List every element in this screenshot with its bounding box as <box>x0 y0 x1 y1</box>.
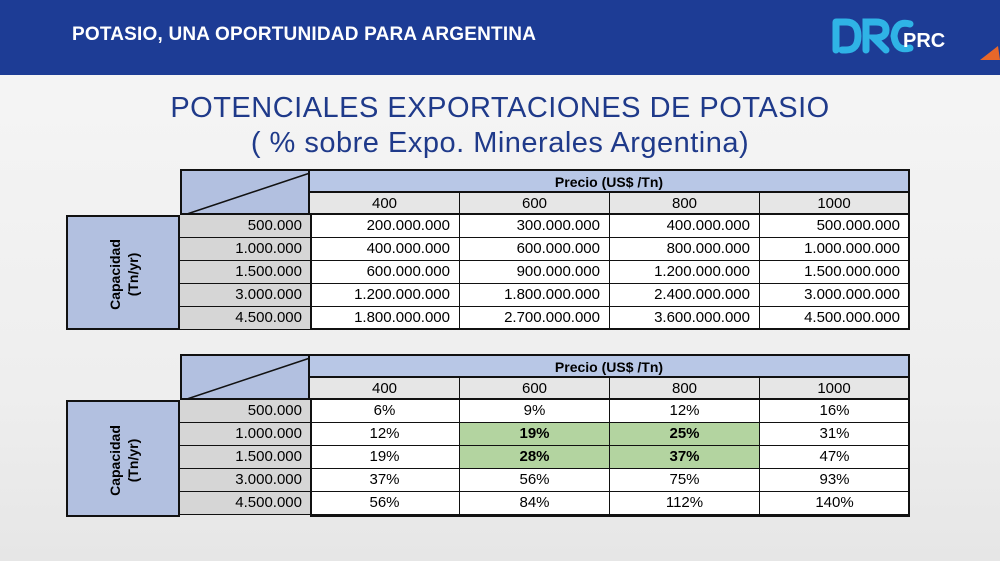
percent-cell-highlighted: 25% <box>610 423 760 446</box>
price-column-header: 400 <box>310 193 460 215</box>
capacity-label-line2: (Tn/yr) <box>125 439 141 483</box>
price-column-header: 800 <box>610 378 760 400</box>
price-column-header: 600 <box>460 378 610 400</box>
value-cell: 1.500.000.000 <box>760 261 910 284</box>
capacity-label: Capacidad (Tn/yr) <box>66 400 180 517</box>
percent-cell: 37% <box>310 469 460 492</box>
percent-cell-highlighted: 37% <box>610 446 760 469</box>
capacity-cell: 3.000.000 <box>180 284 310 307</box>
percent-cell: 56% <box>310 492 460 515</box>
percent-cell: 6% <box>310 400 460 423</box>
percent-cell: 9% <box>460 400 610 423</box>
price-column-header: 800 <box>610 193 760 215</box>
capacity-cell: 1.500.000 <box>180 446 310 469</box>
capacity-cell: 1.000.000 <box>180 423 310 446</box>
percent-cell-highlighted: 28% <box>460 446 610 469</box>
price-column-header: 600 <box>460 193 610 215</box>
value-cell: 500.000.000 <box>760 215 910 238</box>
corner-cell <box>180 169 311 216</box>
value-cell: 3.600.000.000 <box>610 307 760 330</box>
capacity-cell: 3.000.000 <box>180 469 310 492</box>
percent-cell: 112% <box>610 492 760 515</box>
value-cell: 800.000.000 <box>610 238 760 261</box>
value-cell: 1.000.000.000 <box>760 238 910 261</box>
corner-cell <box>180 354 311 401</box>
value-cell: 1.800.000.000 <box>310 307 460 330</box>
capacity-label-line1: Capacidad <box>107 239 123 310</box>
capacity-label-line1: Capacidad <box>107 425 123 496</box>
capacity-label: Capacidad (Tn/yr) <box>66 215 180 330</box>
price-column-header: 400 <box>310 378 460 400</box>
capacity-cell: 500.000 <box>180 215 310 238</box>
capacity-cell: 4.500.000 <box>180 307 310 330</box>
percent-cell: 84% <box>460 492 610 515</box>
percent-cell: 12% <box>310 423 460 446</box>
value-cell: 4.500.000.000 <box>760 307 910 330</box>
percent-cell: 140% <box>760 492 910 515</box>
percent-cell: 16% <box>760 400 910 423</box>
value-cell: 1.200.000.000 <box>610 261 760 284</box>
percent-cell-highlighted: 19% <box>460 423 610 446</box>
value-cell: 600.000.000 <box>310 261 460 284</box>
value-cell: 2.700.000.000 <box>460 307 610 330</box>
percent-cell: 12% <box>610 400 760 423</box>
percent-cell: 75% <box>610 469 760 492</box>
header-title: POTASIO, UNA OPORTUNIDAD PARA ARGENTINA <box>72 24 537 45</box>
price-column-header: 1000 <box>760 378 910 400</box>
value-cell: 3.000.000.000 <box>760 284 910 307</box>
diagonal-line-icon <box>183 357 311 401</box>
price-header: Precio (US$ /Tn) <box>310 169 910 193</box>
percent-cell: 56% <box>460 469 610 492</box>
capacity-label-line2: (Tn/yr) <box>125 253 141 297</box>
capacity-cell: 4.500.000 <box>180 492 310 515</box>
diagonal-line-icon <box>183 172 311 216</box>
capacity-cell: 1.000.000 <box>180 238 310 261</box>
value-cell: 900.000.000 <box>460 261 610 284</box>
value-cell: 200.000.000 <box>310 215 460 238</box>
value-cell: 1.200.000.000 <box>310 284 460 307</box>
value-cell: 300.000.000 <box>460 215 610 238</box>
capacity-cell: 1.500.000 <box>180 261 310 284</box>
logo-text: PRC <box>903 30 946 52</box>
percent-cell: 47% <box>760 446 910 469</box>
slide-subtitle: ( % sobre Expo. Minerales Argentina) <box>250 127 750 159</box>
value-cell: 400.000.000 <box>610 215 760 238</box>
slide-title: POTENCIALES EXPORTACIONES DE POTASIO <box>170 92 830 124</box>
percent-cell: 93% <box>760 469 910 492</box>
price-column-header: 1000 <box>760 193 910 215</box>
value-cell: 1.800.000.000 <box>460 284 610 307</box>
value-cell: 600.000.000 <box>460 238 610 261</box>
percent-cell: 19% <box>310 446 460 469</box>
value-cell: 2.400.000.000 <box>610 284 760 307</box>
value-cell: 400.000.000 <box>310 238 460 261</box>
drc-logo-icon <box>832 18 1000 60</box>
capacity-cell: 500.000 <box>180 400 310 423</box>
header-bar: POTASIO, UNA OPORTUNIDAD PARA ARGENTINA … <box>0 0 1000 75</box>
percent-cell: 31% <box>760 423 910 446</box>
price-header: Precio (US$ /Tn) <box>310 354 910 378</box>
